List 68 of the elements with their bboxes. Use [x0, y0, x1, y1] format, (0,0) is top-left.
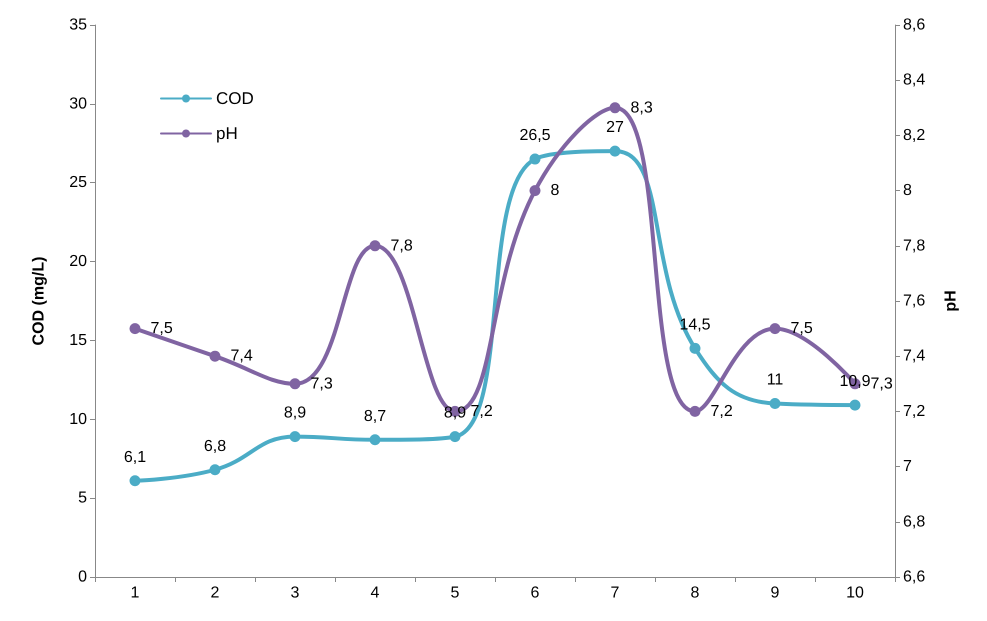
x-tick-label: 8 [690, 584, 700, 602]
data-label: 8,7 [364, 408, 386, 425]
data-label: 8,3 [630, 99, 653, 116]
point [530, 185, 540, 196]
y2-tick-label: 8,4 [903, 72, 926, 89]
point [610, 102, 620, 114]
legend-label: pH [216, 124, 238, 143]
legend-label: COD [216, 89, 254, 108]
y2-tick-label: 7,2 [903, 402, 926, 420]
x-tick-label: 5 [450, 584, 460, 602]
x-tick-label: 9 [770, 584, 780, 602]
y-tick-label: 30 [69, 95, 88, 112]
point [770, 323, 780, 334]
data-label: 8,9 [284, 404, 306, 422]
data-label: 7,8 [390, 237, 413, 254]
y2-axis-title: pH [942, 290, 960, 312]
point [610, 146, 620, 157]
data-label: 6,1 [124, 448, 146, 466]
y-tick-label: 10 [69, 410, 88, 428]
data-label: 7,4 [230, 348, 253, 365]
data-label: 8,9 [444, 404, 466, 422]
y2-tick-label: 8 [903, 182, 912, 200]
x-tick-label: 3 [290, 584, 300, 602]
point [690, 342, 700, 354]
x-tick-label: 2 [210, 584, 220, 602]
y2-tick-label: 8,6 [903, 16, 926, 34]
y2-tick-label: 6,8 [903, 513, 926, 530]
point [290, 378, 300, 390]
x-tick-label: 4 [370, 584, 380, 602]
x-tick-label: 7 [610, 584, 620, 602]
y2-tick-label: 7,8 [903, 237, 926, 254]
data-label: 7,3 [310, 375, 333, 392]
y2-tick-label: 7,4 [903, 348, 926, 365]
data-label: 8 [550, 182, 560, 200]
y-axis-title: COD (mg/L) [30, 256, 48, 346]
point [210, 350, 220, 362]
point [770, 398, 780, 410]
data-label: 27 [606, 119, 624, 136]
point [130, 475, 140, 486]
y2-tick-label: 7,6 [903, 292, 926, 310]
point [850, 400, 860, 411]
point [450, 431, 460, 442]
y-tick-label: 0 [78, 568, 88, 586]
data-label: 11 [766, 372, 784, 389]
point [690, 406, 700, 417]
y-tick-label: 5 [78, 490, 88, 507]
point [210, 464, 220, 476]
data-label: 26,5 [519, 127, 551, 144]
y2-tick-label: 7 [903, 458, 912, 476]
y-tick-label: 25 [69, 174, 88, 192]
x-tick-label: 10 [846, 584, 864, 602]
data-label: 6,8 [204, 438, 226, 455]
point [530, 154, 540, 165]
y-tick-label: 15 [69, 332, 88, 349]
x-tick-label: 6 [530, 584, 540, 602]
data-label: 7,5 [790, 320, 813, 338]
point [130, 323, 140, 334]
data-label: 7,3 [870, 375, 893, 392]
y2-tick-label: 6,6 [903, 568, 926, 586]
data-label: 7,2 [710, 402, 733, 420]
data-label: 7,5 [150, 320, 173, 338]
point [370, 434, 380, 446]
x-tick-label: 1 [130, 584, 140, 602]
point [370, 240, 380, 252]
y-tick-label: 35 [69, 16, 88, 34]
y2-tick-label: 8,2 [903, 126, 926, 144]
y-tick-label: 20 [69, 253, 88, 270]
point [290, 431, 300, 442]
